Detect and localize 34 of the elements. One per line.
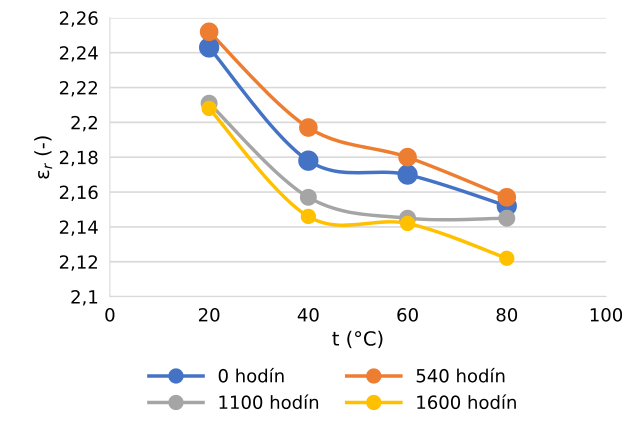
x-axis-title: t (°C) xyxy=(332,330,382,348)
y-tick-label: 2,22 xyxy=(60,80,97,96)
legend-label: 1600 hodín xyxy=(417,394,516,410)
point xyxy=(200,22,218,42)
x-tick-label: 80 xyxy=(496,308,518,322)
point xyxy=(498,210,516,227)
legend-label: 540 hodín xyxy=(416,368,504,383)
y-tick-label: 2,2 xyxy=(71,116,97,132)
y-tick-label: 2,1 xyxy=(71,290,98,306)
legend-label: 0 hodín xyxy=(218,368,284,383)
y-tick-label: 2,18 xyxy=(60,150,98,166)
x-tick-label: 0 xyxy=(105,308,114,322)
point xyxy=(198,37,220,58)
point xyxy=(299,118,318,137)
x-tick-label: 40 xyxy=(298,308,319,322)
y-axis-title: ε$_{r}$ (-) xyxy=(34,136,52,179)
point xyxy=(398,148,417,167)
legend-label: 1100 hodín xyxy=(219,394,318,410)
point xyxy=(497,188,516,207)
point xyxy=(201,100,217,116)
point xyxy=(300,188,317,206)
y-tick-label: 2,12 xyxy=(60,255,97,271)
point xyxy=(397,164,418,185)
y-tick-label: 2,16 xyxy=(60,186,98,202)
y-tick-label: 2,24 xyxy=(60,46,98,62)
y-tick-label: 2,14 xyxy=(60,220,98,236)
point xyxy=(400,216,416,232)
y-tick-label: 2,26 xyxy=(60,11,98,27)
point xyxy=(300,208,316,224)
x-tick-label: 20 xyxy=(198,308,220,322)
point xyxy=(298,150,318,171)
point xyxy=(499,250,514,266)
x-tick-label: 100 xyxy=(590,308,622,322)
x-tick-label: 60 xyxy=(397,308,418,322)
